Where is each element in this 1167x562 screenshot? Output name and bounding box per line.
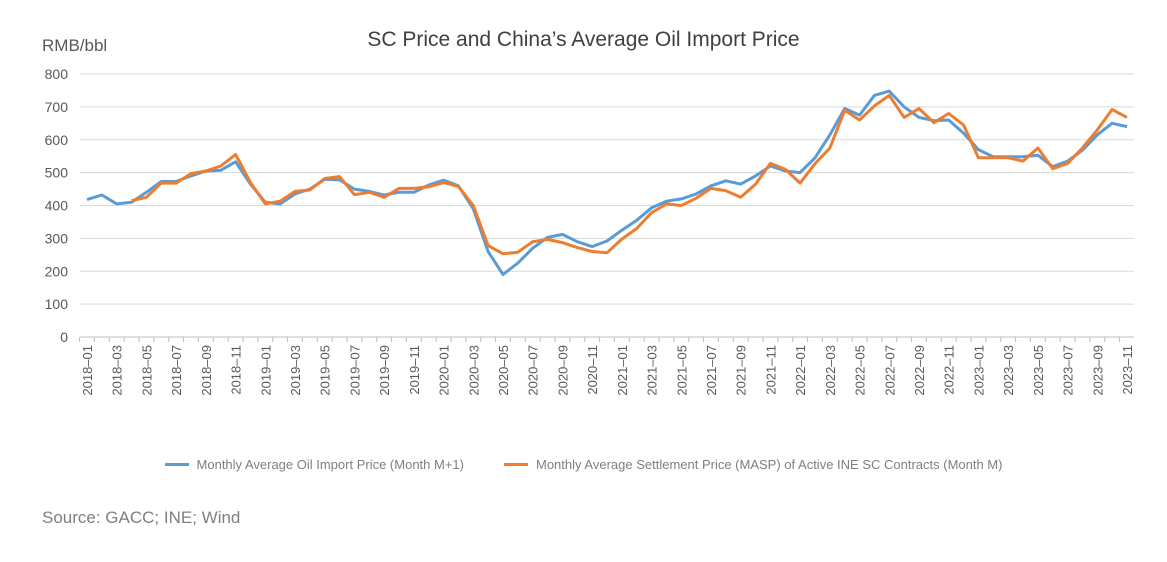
x-tick-label: 2021–07 [704,345,719,396]
x-tick-label: 2020–01 [437,345,452,396]
y-tick-label: 800 [45,66,69,82]
legend-item-sc: Monthly Average Settlement Price (MASP) … [503,457,1003,472]
x-tick-label: 2020–09 [555,345,570,396]
x-tick-label: 2019–05 [318,345,333,396]
y-tick-label: 300 [45,230,69,246]
x-tick-label: 2023–09 [1090,345,1105,396]
source-note: Source: GACC; INE; Wind [42,508,241,527]
x-tick-label: 2019–01 [258,345,273,396]
legend: Monthly Average Oil Import Price (Month … [0,457,1167,472]
x-tick-label: 2021–03 [645,345,660,396]
x-tick-label: 2022–03 [823,345,838,396]
legend-label: Monthly Average Settlement Price (MASP) … [535,457,1003,472]
x-tick-label: 2023–11 [1120,345,1135,395]
series-line-import-price [86,89,1128,276]
y-tick-label: 0 [60,329,68,345]
y-tick-label: 700 [45,99,69,115]
x-tick-label: 2018–07 [169,345,184,396]
x-tick-label: 2020–05 [496,345,511,396]
x-tick-label: 2018–03 [110,345,125,396]
y-tick-label: 100 [45,296,69,312]
y-tick-label: 600 [45,132,69,148]
x-tick-label: 2020–03 [466,345,481,396]
chart-title: SC Price and China’s Average Oil Import … [367,28,800,51]
y-tick-label: 200 [45,263,69,279]
x-tick-label: 2022–11 [942,345,957,395]
x-tick-label: 2019–11 [407,345,422,395]
x-tick-label: 2021–01 [615,345,630,396]
x-tick-label: 2018–05 [139,345,154,396]
line-chart: 0 100 200 300 400 500 600 700 800 2018–01 2018–03 2… [45,66,1135,396]
legend-label: Monthly Average Oil Import Price (Month … [196,457,464,472]
x-tick-label: 2021–11 [763,345,778,395]
x-tick-label: 2018–01 [80,345,95,396]
x-tick-label: 2022–09 [912,345,927,396]
x-tick-label: 2023–03 [1001,345,1016,396]
x-tick-label: 2022–05 [853,345,868,396]
series-line-sc-price [131,93,1128,256]
legend-swatch-orange [503,463,528,466]
x-tick-label: 2023–01 [971,345,986,396]
x-tick-label: 2018–11 [229,345,244,395]
x-tick-label: 2018–09 [199,345,214,396]
y-tick-label: 500 [45,165,69,181]
x-tick-label: 2022–07 [882,345,897,396]
x-tick-label: 2021–05 [674,345,689,396]
x-tick-label: 2020–11 [585,345,600,395]
x-tick-label: 2019–03 [288,345,303,396]
legend-swatch-blue [164,463,189,466]
x-tick-label: 2023–07 [1061,345,1076,396]
x-tick-label: 2022–01 [793,345,808,396]
y-tick-label: 400 [45,198,69,214]
x-tick-label: 2019–09 [377,345,392,396]
x-tick-label: 2023–05 [1031,345,1046,396]
x-tick-label: 2021–09 [734,345,749,396]
y-axis-label: RMB/bbl [42,36,108,55]
legend-item-import: Monthly Average Oil Import Price (Month … [164,457,464,472]
x-tick-label: 2019–07 [347,345,362,396]
x-tick-label: 2020–07 [526,345,541,396]
